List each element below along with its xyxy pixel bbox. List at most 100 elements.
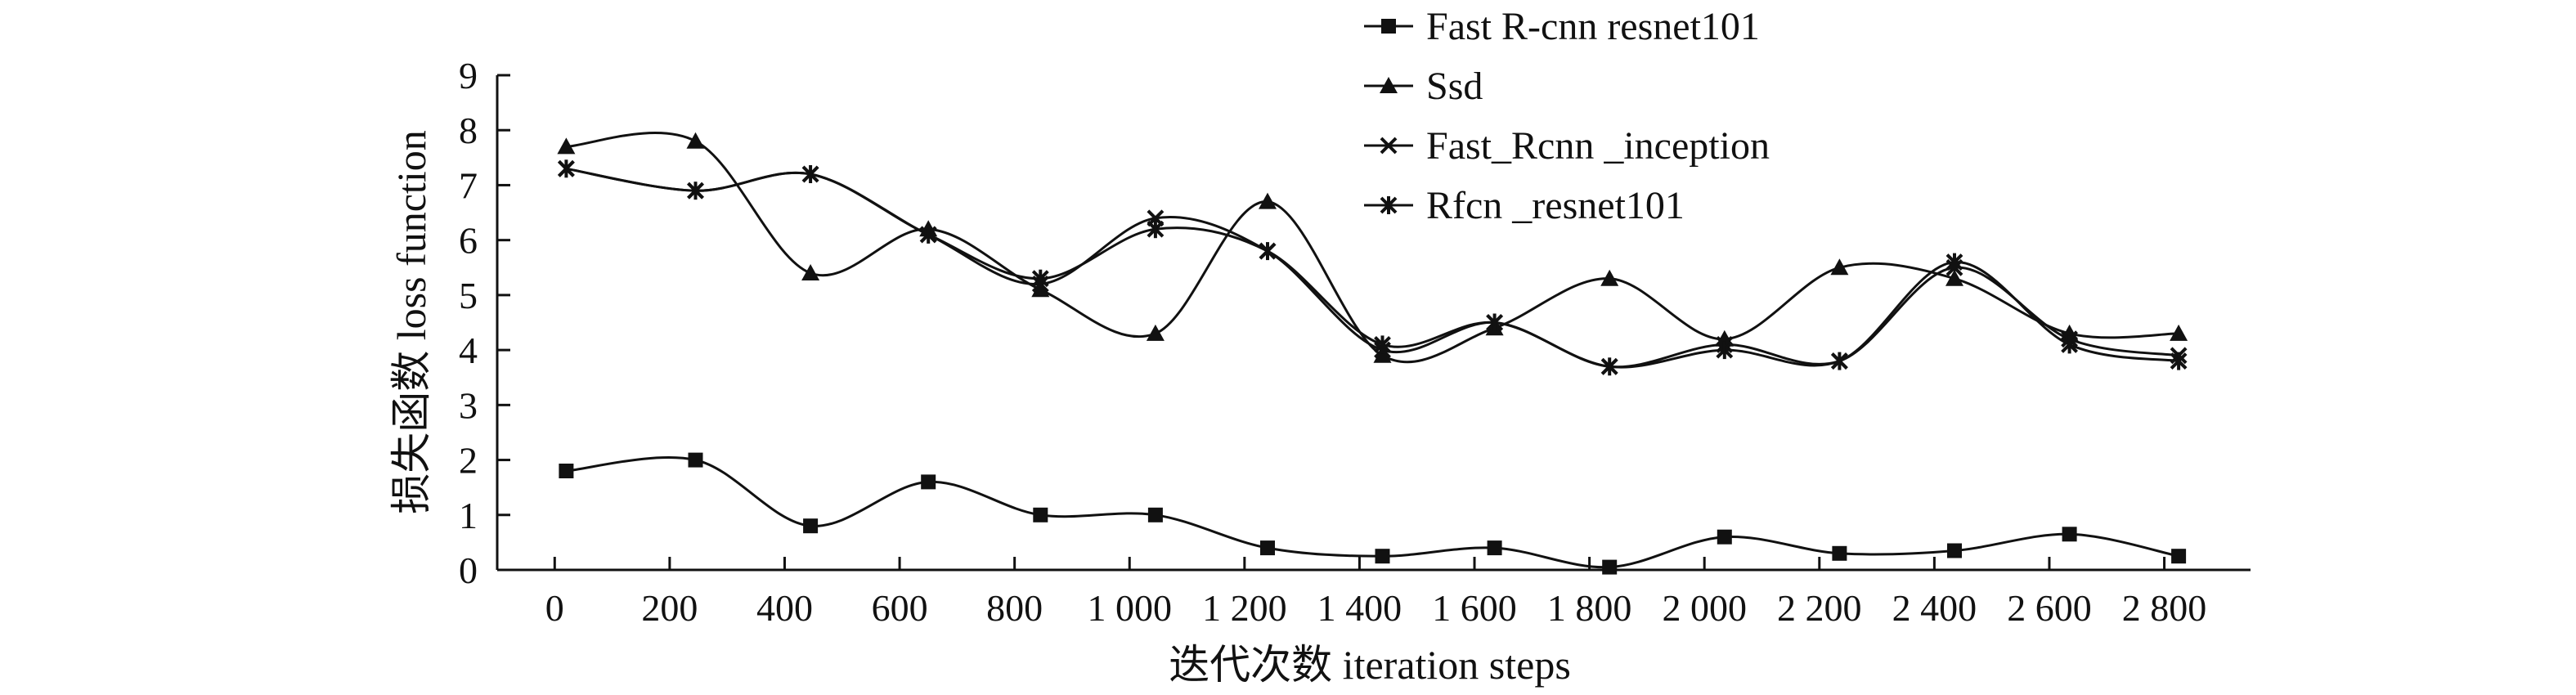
triangle-marker-shape (1945, 269, 1963, 286)
x-tick-label: 800 (986, 587, 1043, 629)
axes (496, 75, 2251, 572)
data-point-marker (1830, 352, 1848, 370)
y-axis-title: 损失函数 loss function (388, 130, 434, 513)
data-point-marker (1259, 242, 1277, 261)
data-point-marker (559, 464, 574, 478)
data-point-marker (1031, 269, 1049, 288)
data-point-marker (1374, 335, 1391, 354)
data-point-marker (1600, 269, 1619, 286)
series-line-1 (566, 132, 2179, 364)
square-marker-shape (803, 518, 819, 534)
legend-marker (1380, 137, 1398, 155)
y-tick-label: 5 (459, 275, 478, 316)
x-tick-label: 0 (545, 587, 564, 629)
data-point-marker (1373, 346, 1392, 363)
square-marker-shape (1147, 507, 1163, 522)
data-point-marker (1945, 253, 1963, 271)
data-point-marker (801, 165, 819, 183)
x-tick-label: 1 600 (1432, 587, 1517, 629)
data-point-marker (1260, 540, 1275, 556)
data-point-marker (1717, 529, 1732, 545)
triangle-marker-shape (1146, 324, 1165, 341)
series-markers (557, 132, 2188, 575)
square-marker-shape (1381, 19, 1396, 34)
data-point-marker (2170, 324, 2188, 341)
square-marker-shape (1033, 507, 1048, 522)
series-line-0 (566, 456, 2179, 569)
series-line-3 (566, 167, 2179, 369)
data-point-marker (1600, 357, 1618, 376)
triangle-marker-shape (1380, 77, 1398, 93)
data-point-marker (1147, 220, 1165, 239)
y-tick-label: 9 (459, 55, 478, 96)
triangle-marker-shape (1830, 258, 1849, 276)
legend: Fast R-cnn resnet101 Ssd Fast_Rcnn _incept… (1364, 5, 1770, 227)
legend-marker (1381, 19, 1396, 34)
y-tick-label: 7 (459, 164, 478, 206)
x-tick-label: 1 400 (1317, 587, 1402, 629)
data-point-marker (1947, 543, 1962, 558)
data-point-marker (1716, 341, 1734, 360)
square-marker-shape (1717, 529, 1732, 545)
data-point-marker (1375, 549, 1390, 564)
data-point-marker (688, 452, 703, 468)
x-tick-label: 1 000 (1087, 587, 1172, 629)
triangle-marker-shape (1259, 192, 1277, 209)
data-point-marker (1033, 507, 1048, 522)
x-tick-label: 2 800 (2122, 587, 2207, 629)
data-point-marker (2061, 335, 2079, 354)
data-point-marker (2171, 549, 2187, 564)
data-point-marker (921, 474, 936, 490)
data-point-marker (1945, 269, 1963, 286)
triangle-marker-shape (1031, 280, 1050, 298)
data-point-marker (1031, 280, 1050, 298)
legend-marker (1380, 77, 1398, 93)
triangle-marker-shape (1373, 346, 1392, 363)
x-tick-label: 1 800 (1547, 587, 1632, 629)
x-tick-label: 200 (641, 587, 698, 629)
y-tick-label: 0 (459, 549, 478, 591)
square-marker-shape (688, 452, 703, 468)
square-marker-shape (1602, 559, 1618, 575)
legend-label: Fast R-cnn resnet101 (1426, 5, 1760, 48)
data-point-marker (1830, 258, 1849, 276)
triangle-marker-shape (557, 137, 576, 155)
square-marker-shape (1260, 540, 1275, 556)
data-point-marker (2062, 527, 2077, 542)
legend-label: Fast_Rcnn _inception (1426, 124, 1770, 168)
y-tick-label: 1 (459, 495, 478, 536)
series-lines (566, 132, 2179, 569)
square-marker-shape (1947, 543, 1962, 558)
legend-label: Ssd (1426, 65, 1483, 108)
y-tick-label: 6 (459, 220, 478, 262)
data-point-marker (557, 159, 575, 178)
data-point-marker (557, 137, 576, 155)
x-axis-title: 迭代次数 iteration steps (1169, 642, 1571, 688)
x-tick-label: 600 (872, 587, 928, 629)
x-tick-label: 1 200 (1202, 587, 1287, 629)
data-point-marker (1832, 545, 1847, 561)
data-point-marker (687, 182, 704, 200)
square-marker-shape (1375, 549, 1390, 564)
y-tick-label: 4 (459, 330, 478, 371)
x-marker-stroke (1380, 137, 1398, 155)
square-marker-shape (1832, 545, 1847, 561)
square-marker-shape (2171, 549, 2187, 564)
data-point-marker (1146, 324, 1165, 341)
square-marker-shape (559, 464, 574, 478)
data-point-marker (1602, 559, 1618, 575)
data-point-marker (801, 264, 820, 280)
triangle-marker-shape (686, 132, 705, 149)
x-tick-label: 2 400 (1892, 587, 1977, 629)
x-tick-label: 2 600 (2007, 587, 2092, 629)
y-tick-label: 8 (459, 110, 478, 151)
triangle-marker-shape (2170, 324, 2188, 341)
x-tick-label: 2 000 (1662, 587, 1747, 629)
ticks: 0 1 2 3 4 5 6 7 8 9 0 200 400 600 800 1 000 1 200 1 400 1 … (459, 55, 2206, 629)
y-tick-label: 2 (459, 440, 478, 482)
data-point-marker (1259, 192, 1277, 209)
legend-marker (1380, 196, 1398, 214)
x-tick-label: 400 (756, 587, 813, 629)
square-marker-shape (1487, 540, 1502, 556)
